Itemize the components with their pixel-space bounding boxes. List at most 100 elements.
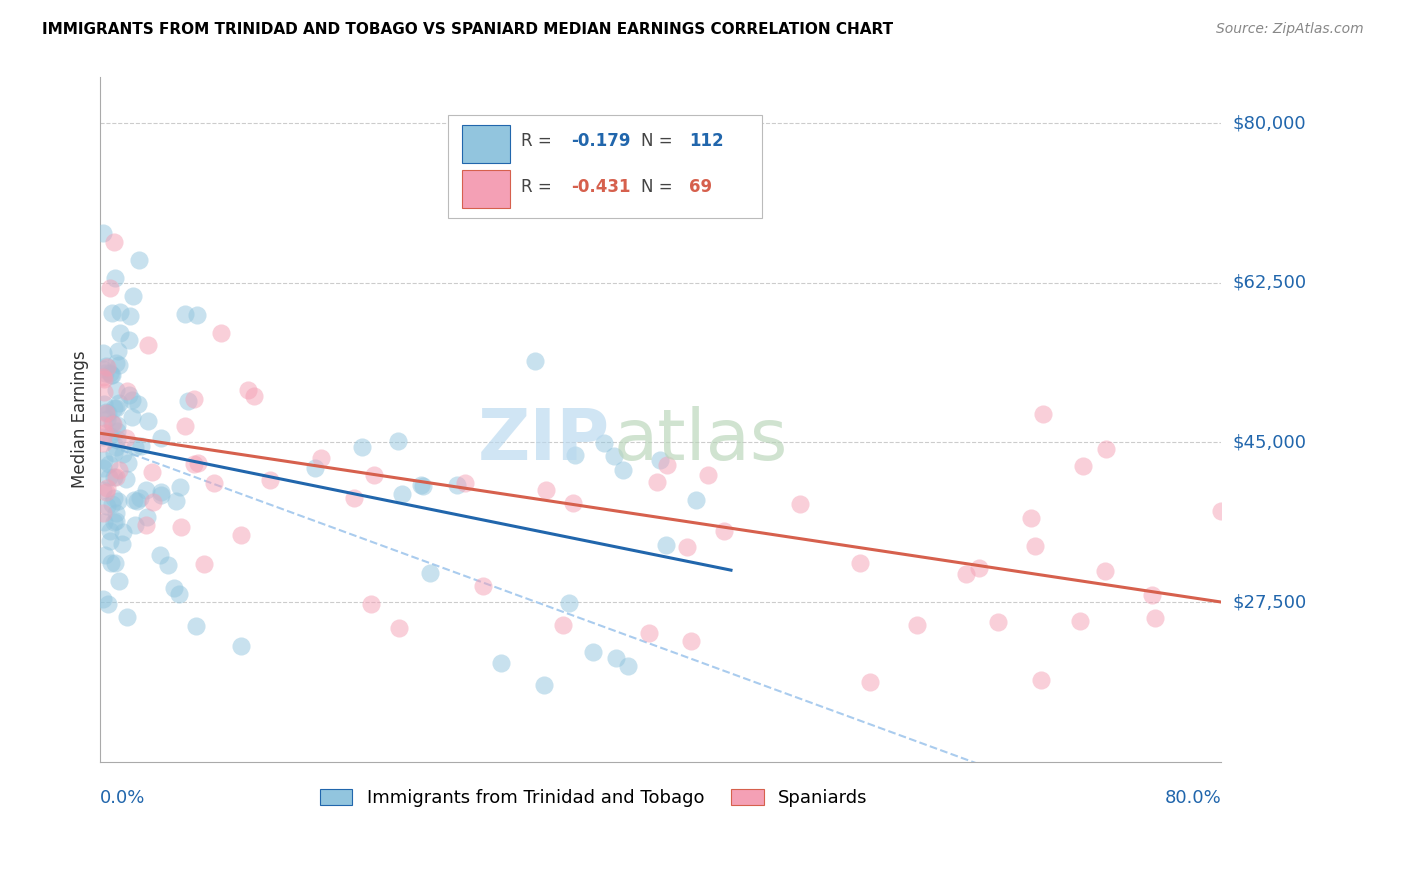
- Point: [617, 659, 640, 673]
- Point: [174, 307, 197, 321]
- Point: [100, 557, 122, 571]
- Point: [557, 596, 579, 610]
- Point: [93, 515, 115, 529]
- Point: [94, 367, 117, 381]
- Point: [859, 674, 882, 689]
- Text: IMMIGRANTS FROM TRINIDAD AND TOBAGO VS SPANIARD MEDIAN EARNINGS CORRELATION CHAR: IMMIGRANTS FROM TRINIDAD AND TOBAGO VS S…: [42, 22, 893, 37]
- Point: [91, 417, 114, 432]
- Point: [98, 534, 121, 549]
- Point: [103, 491, 125, 505]
- Point: [104, 556, 127, 570]
- Point: [101, 306, 124, 320]
- Point: [105, 424, 128, 438]
- Point: [103, 515, 125, 529]
- Point: [103, 401, 125, 415]
- Point: [118, 333, 141, 347]
- Point: [183, 457, 205, 471]
- Point: [679, 633, 702, 648]
- Point: [582, 645, 605, 659]
- Point: [124, 517, 146, 532]
- Point: [173, 418, 195, 433]
- Text: -0.179: -0.179: [571, 131, 631, 150]
- Point: [101, 368, 124, 382]
- Point: [124, 493, 146, 508]
- Legend: Immigrants from Trinidad and Tobago, Spaniards: Immigrants from Trinidad and Tobago, Spa…: [312, 781, 875, 814]
- Point: [350, 440, 373, 454]
- Point: [713, 524, 735, 538]
- Point: [128, 252, 150, 267]
- Point: [648, 453, 671, 467]
- Point: [97, 406, 120, 420]
- Point: [96, 359, 118, 373]
- Point: [142, 494, 165, 508]
- Point: [118, 387, 141, 401]
- Point: [183, 392, 205, 407]
- Point: [129, 491, 152, 505]
- Point: [107, 463, 129, 477]
- Point: [987, 615, 1010, 629]
- Point: [141, 465, 163, 479]
- Point: [1209, 503, 1232, 517]
- Point: [1095, 442, 1118, 457]
- Point: [360, 598, 382, 612]
- Point: [91, 436, 114, 450]
- Point: [104, 401, 127, 415]
- Point: [1032, 407, 1054, 421]
- Point: [135, 518, 157, 533]
- Point: [186, 308, 208, 322]
- Text: $45,000: $45,000: [1233, 434, 1306, 451]
- Point: [655, 458, 678, 472]
- Point: [138, 338, 160, 352]
- Point: [685, 493, 707, 508]
- Point: [104, 506, 127, 520]
- Point: [91, 592, 114, 607]
- Point: [135, 510, 157, 524]
- Point: [177, 394, 200, 409]
- Point: [94, 405, 117, 419]
- Point: [107, 494, 129, 508]
- Point: [131, 439, 153, 453]
- Point: [105, 514, 128, 528]
- Point: [1069, 614, 1091, 628]
- Point: [236, 384, 259, 398]
- Point: [193, 557, 215, 571]
- FancyBboxPatch shape: [449, 115, 762, 218]
- Point: [697, 467, 720, 482]
- Text: atlas: atlas: [614, 406, 789, 475]
- Point: [955, 567, 977, 582]
- Point: [1143, 610, 1166, 624]
- Point: [91, 461, 114, 475]
- Point: [104, 469, 127, 483]
- Point: [127, 494, 149, 508]
- Point: [96, 499, 118, 513]
- Point: [93, 384, 115, 399]
- Point: [612, 463, 634, 477]
- Point: [848, 556, 870, 570]
- Point: [391, 487, 413, 501]
- Point: [135, 483, 157, 497]
- FancyBboxPatch shape: [463, 125, 509, 163]
- Point: [561, 496, 583, 510]
- Point: [387, 434, 409, 448]
- Text: R =: R =: [520, 178, 557, 196]
- Point: [259, 473, 281, 487]
- Point: [1024, 539, 1046, 553]
- Point: [645, 475, 668, 489]
- Point: [1071, 459, 1094, 474]
- Text: $62,500: $62,500: [1233, 274, 1306, 292]
- Point: [96, 406, 118, 420]
- Point: [676, 540, 699, 554]
- Point: [789, 497, 811, 511]
- Point: [108, 574, 131, 588]
- Point: [96, 360, 118, 375]
- Point: [108, 326, 131, 340]
- Point: [967, 560, 990, 574]
- Point: [419, 566, 441, 580]
- Point: [111, 537, 134, 551]
- Text: N =: N =: [641, 131, 678, 150]
- Point: [1019, 511, 1042, 525]
- Point: [605, 651, 627, 665]
- Point: [117, 456, 139, 470]
- Point: [121, 409, 143, 424]
- Text: 112: 112: [689, 131, 724, 150]
